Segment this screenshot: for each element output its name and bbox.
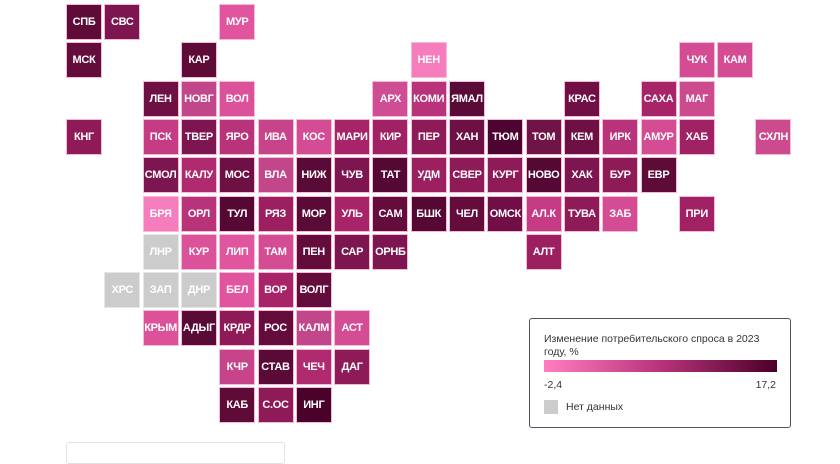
region-tile[interactable]: БЕЛ [219,272,256,309]
region-tile[interactable]: ТУЛ [219,195,256,232]
legend-gradient-bar [544,360,777,372]
region-tile[interactable]: ПСК [142,118,179,155]
region-tile[interactable]: ИНГ [295,387,332,423]
region-tile[interactable]: НЕН [410,42,447,79]
region-tile[interactable]: ТЮМ [487,118,524,155]
region-tile[interactable]: ХАБ [678,118,715,155]
region-tile[interactable]: ВЛА [257,157,294,194]
region-tile[interactable]: КУР [180,233,217,270]
region-tile[interactable]: ВОЛ [219,80,256,117]
no-data-swatch [544,400,558,414]
region-tile[interactable]: СВЕР [449,157,485,194]
region-tile[interactable]: ЧУК [678,42,715,79]
region-tile[interactable]: НОВО [525,157,562,194]
region-tile[interactable]: ЗАП [142,272,179,309]
region-tile[interactable]: ЧЕЧ [295,348,332,385]
region-tile[interactable]: НОВГ [180,80,217,117]
region-tile[interactable]: УЛЬ [334,195,371,232]
region-tile[interactable]: ДАГ [334,348,371,385]
region-tile[interactable]: КАБ [219,387,256,423]
region-tile[interactable]: ХРС [104,272,141,309]
region-tile[interactable]: СТАВ [257,348,294,385]
region-tile[interactable]: БРЯ [142,195,179,232]
region-tile[interactable]: ЯМАЛ [449,80,485,117]
region-tile[interactable]: ЧУВ [334,157,371,194]
region-tile[interactable]: ОМСК [487,195,524,232]
legend: Изменение потребительского спроса в 2023… [529,318,791,428]
region-tile[interactable]: КРДР [219,310,256,347]
region-tile[interactable]: ОРЛ [180,195,217,232]
region-tile[interactable]: САХА [640,80,677,117]
region-tile[interactable]: КИР [372,118,409,155]
region-tile[interactable]: ОРНБ [372,233,409,270]
legend-max-label: 17,2 [755,379,776,391]
region-tile[interactable]: МОР [295,195,332,232]
region-tile[interactable]: СХЛН [755,118,792,155]
legend-min-label: -2,4 [544,379,563,391]
region-tile[interactable]: АДЫГ [180,310,217,347]
region-tile[interactable]: ХАН [449,118,485,155]
no-data-label: Нет данных [566,401,624,413]
region-tile[interactable]: ИВА [257,118,294,155]
region-tile[interactable]: КОС [295,118,332,155]
region-tile[interactable]: АРХ [372,80,409,117]
region-tile[interactable]: ЧЕЛ [449,195,485,232]
region-tile[interactable]: ЛИП [219,233,256,270]
region-tile[interactable]: ВОР [257,272,294,309]
region-tile[interactable]: САР [334,233,371,270]
region-tile[interactable]: КЧР [219,348,256,385]
region-tile[interactable]: ТАТ [372,157,409,194]
region-tile[interactable]: НИЖ [295,157,332,194]
region-tile[interactable]: КНГ [66,118,102,155]
region-tile[interactable]: СВС [104,4,141,40]
region-tile[interactable]: ЗАБ [602,195,639,232]
region-tile[interactable]: АЛТ [525,233,562,270]
region-tile[interactable]: ЛНР [142,233,179,270]
region-tile[interactable]: САМ [372,195,409,232]
region-tile[interactable]: КАЛУ [180,157,217,194]
region-tile[interactable]: МУР [219,4,256,40]
region-tile[interactable]: АСТ [334,310,371,347]
region-tile[interactable]: ЯРО [219,118,256,155]
region-tile[interactable]: ЕВР [640,157,677,194]
region-tile[interactable]: ВОЛГ [295,272,332,309]
region-tile[interactable]: БУР [602,157,639,194]
region-tile[interactable]: КУРГ [487,157,524,194]
region-tile[interactable]: АЛ.К [525,195,562,232]
region-tile[interactable]: КРАС [563,80,600,117]
region-tile[interactable]: БШК [410,195,447,232]
region-tile[interactable]: КАМ [717,42,754,79]
region-tile[interactable]: КРЫМ [142,310,179,347]
region-tile[interactable]: С.ОС [257,387,294,423]
region-tile[interactable]: СМОЛ [142,157,179,194]
region-tile[interactable]: КАЛМ [295,310,332,347]
region-tile[interactable]: ТУВА [563,195,600,232]
region-tile[interactable]: МАРИ [334,118,371,155]
region-tile[interactable]: МСК [66,42,102,79]
region-tile[interactable]: ПРИ [678,195,715,232]
region-tile[interactable]: СПБ [66,4,102,40]
region-tile[interactable]: УДМ [410,157,447,194]
region-tile[interactable]: ТВЕР [180,118,217,155]
region-tile[interactable]: РЯЗ [257,195,294,232]
bottom-panel [66,442,285,464]
region-tile[interactable]: ИРК [602,118,639,155]
region-tile[interactable]: КОМИ [410,80,447,117]
region-tile[interactable]: ПЕН [295,233,332,270]
region-tile[interactable]: ХАК [563,157,600,194]
region-tile[interactable]: РОС [257,310,294,347]
region-tile[interactable]: ДНР [180,272,217,309]
region-tile[interactable]: АМУР [640,118,677,155]
region-tile[interactable]: ПЕР [410,118,447,155]
region-tile[interactable]: ЛЕН [142,80,179,117]
region-tile[interactable]: КАР [180,42,217,79]
region-tile[interactable]: МАГ [678,80,715,117]
region-tile[interactable]: КЕМ [563,118,600,155]
legend-title: Изменение потребительского спроса в 2023… [544,333,760,358]
region-tile[interactable]: ТОМ [525,118,562,155]
region-tile[interactable]: ТАМ [257,233,294,270]
region-tile[interactable]: МОС [219,157,256,194]
